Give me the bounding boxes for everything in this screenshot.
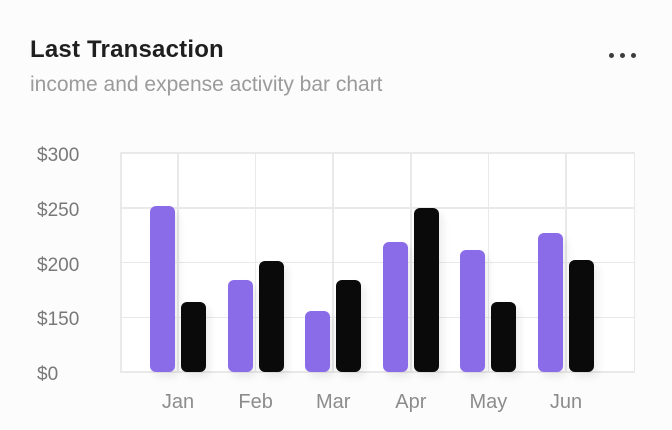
ellipsis-icon xyxy=(619,52,625,58)
y-axis-tick-label: $200 xyxy=(37,254,80,276)
bar-expense-may xyxy=(491,301,517,372)
x-gridline xyxy=(565,153,567,372)
bar-expense-mar xyxy=(336,280,362,372)
bar-income-apr xyxy=(382,241,408,372)
bar-income-mar xyxy=(305,310,331,372)
plot-area xyxy=(120,152,635,373)
y-axis-tick-label: $300 xyxy=(37,145,80,166)
y-gridline xyxy=(120,371,635,373)
card-subtitle: income and expense activity bar chart xyxy=(30,73,383,96)
bar-income-jun xyxy=(538,232,563,372)
x-gridline xyxy=(633,153,635,372)
page-title: Last Transaction xyxy=(30,36,224,63)
y-axis-tick-label: $0 xyxy=(37,364,59,385)
bar-income-jan xyxy=(150,205,175,372)
y-gridline xyxy=(120,261,635,264)
x-gridline xyxy=(487,153,490,372)
x-axis-label-jan: Jan xyxy=(161,391,195,413)
x-gridline xyxy=(177,153,179,372)
x-axis-label-apr: Apr xyxy=(395,391,427,413)
y-axis-tick-label: $250 xyxy=(37,199,80,221)
more-options-button[interactable] xyxy=(598,42,646,68)
bar-expense-jun xyxy=(569,260,594,372)
y-axis-tick-label: $150 xyxy=(37,309,80,331)
ellipsis-icon xyxy=(608,52,614,58)
x-axis-label-jun: Jun xyxy=(549,391,583,413)
y-gridline xyxy=(120,316,635,318)
x-axis-label-mar: Mar xyxy=(315,391,351,413)
x-gridline xyxy=(410,153,412,372)
bar-expense-feb xyxy=(258,261,284,372)
y-gridline xyxy=(120,207,635,209)
y-gridline xyxy=(120,152,635,154)
ellipsis-icon xyxy=(630,52,636,58)
x-gridline xyxy=(254,153,257,372)
x-axis-label-may: May xyxy=(469,391,508,413)
bar-expense-apr xyxy=(413,207,439,372)
bar-income-may xyxy=(460,250,486,372)
x-gridline xyxy=(332,153,334,372)
x-gridline xyxy=(120,153,122,372)
x-axis-label-feb: Feb xyxy=(238,391,273,413)
bar-expense-jan xyxy=(181,301,206,372)
bar-income-feb xyxy=(227,280,253,372)
